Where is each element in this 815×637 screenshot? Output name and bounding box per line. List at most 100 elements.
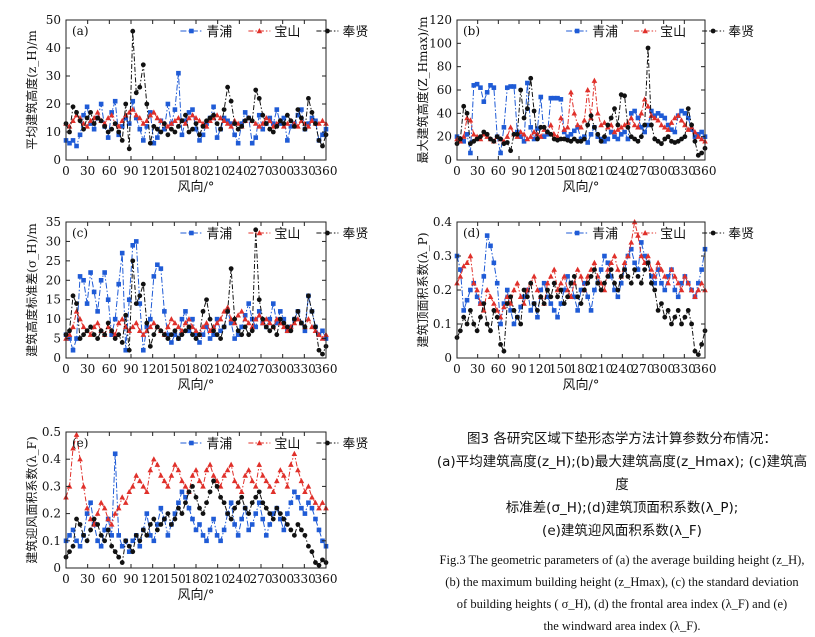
data-point-c-2-37 bbox=[193, 336, 199, 341]
data-point-d-0-45 bbox=[605, 260, 611, 266]
data-point-e-2-28 bbox=[161, 516, 167, 522]
data-point-e-0-52 bbox=[246, 527, 252, 533]
data-point-e-2-29 bbox=[165, 511, 171, 516]
data-point-c-0-33 bbox=[179, 316, 185, 322]
data-point-e-0-57 bbox=[263, 533, 269, 538]
legend-label-c-0: 青浦 bbox=[206, 227, 232, 242]
data-point-b-0-52 bbox=[628, 111, 634, 116]
data-point-d-2-21 bbox=[524, 294, 530, 300]
data-point-e-0-72 bbox=[316, 527, 322, 533]
data-point-b-2-40 bbox=[588, 113, 594, 119]
data-point-c-1-51 bbox=[242, 316, 248, 322]
data-point-d-2-13 bbox=[498, 342, 503, 347]
data-point-e-1-19 bbox=[129, 483, 136, 489]
data-point-b-1-67 bbox=[678, 117, 685, 123]
data-point-b-1-31 bbox=[558, 115, 564, 121]
data-point-d-2-6 bbox=[474, 328, 480, 334]
data-point-e-2-38 bbox=[197, 505, 202, 511]
data-point-b-1-65 bbox=[672, 115, 678, 121]
data-point-a-1-38 bbox=[196, 117, 203, 123]
data-point-d-2-51 bbox=[625, 274, 631, 279]
data-point-b-2-44 bbox=[602, 134, 607, 140]
data-point-d-2-18 bbox=[514, 314, 520, 320]
data-point-b-0-8 bbox=[481, 99, 487, 104]
data-point-b-0-63 bbox=[665, 122, 671, 128]
data-point-b-2-1 bbox=[457, 136, 463, 142]
data-point-e-1-73 bbox=[319, 499, 326, 505]
data-point-c-2-60 bbox=[274, 332, 280, 338]
data-point-b-0-11 bbox=[491, 85, 497, 90]
data-point-d-2-4 bbox=[468, 308, 473, 313]
data-point-a-2-19 bbox=[130, 28, 136, 34]
data-point-c-0-6 bbox=[84, 301, 90, 306]
data-point-e-1-56 bbox=[259, 472, 266, 478]
data-point-c-1-2 bbox=[70, 323, 76, 330]
data-point-c-0-30 bbox=[169, 340, 174, 345]
data-point-a-2-13 bbox=[109, 126, 115, 132]
x-tick-label-a-5: 150 bbox=[163, 164, 186, 178]
data-point-c-0-26 bbox=[155, 262, 160, 268]
data-point-c-0-61 bbox=[278, 309, 283, 314]
caption-en-line1: Fig.3 The geometric parameters of (a) th… bbox=[439, 553, 805, 567]
x-tick-label-d-8: 240 bbox=[611, 362, 634, 376]
data-point-d-1-46 bbox=[608, 259, 614, 265]
data-point-c-2-36 bbox=[190, 332, 195, 338]
legend-marker-a-1 bbox=[256, 28, 263, 34]
data-point-d-0-65 bbox=[672, 287, 678, 293]
data-point-b-0-4 bbox=[468, 150, 473, 156]
data-point-e-2-52 bbox=[246, 511, 252, 516]
data-point-e-1-26 bbox=[154, 461, 161, 467]
data-point-e-0-37 bbox=[193, 527, 199, 533]
data-point-d-1-36 bbox=[574, 266, 581, 272]
legend-marker-b-0 bbox=[574, 28, 580, 34]
data-point-c-2-31 bbox=[172, 328, 178, 334]
data-point-d-2-23 bbox=[531, 301, 537, 306]
data-point-b-1-54 bbox=[635, 124, 641, 130]
data-point-d-0-41 bbox=[592, 287, 597, 293]
data-point-b-0-44 bbox=[602, 139, 607, 144]
data-point-e-2-42 bbox=[211, 478, 216, 484]
data-point-b-0-24 bbox=[535, 126, 540, 131]
data-point-b-2-36 bbox=[575, 138, 581, 144]
data-point-d-1-62 bbox=[661, 273, 668, 279]
data-point-a-1-19 bbox=[129, 106, 136, 112]
data-point-a-2-30 bbox=[169, 126, 174, 132]
data-point-b-1-72 bbox=[695, 133, 702, 139]
data-point-d-1-70 bbox=[688, 287, 695, 293]
y-tick-label-e-0: 0 bbox=[53, 561, 61, 575]
data-point-a-0-32 bbox=[176, 70, 181, 76]
legend-marker-d-2 bbox=[710, 230, 716, 236]
data-point-c-1-49 bbox=[235, 312, 241, 318]
data-point-d-1-59 bbox=[651, 273, 658, 279]
data-point-e-0-25 bbox=[151, 538, 157, 544]
data-point-b-1-36 bbox=[574, 122, 581, 128]
data-point-e-1-28 bbox=[161, 477, 168, 484]
data-point-a-2-5 bbox=[81, 126, 86, 132]
data-point-d-0-48 bbox=[615, 294, 621, 300]
data-point-e-0-69 bbox=[306, 500, 311, 506]
data-point-d-0-13 bbox=[498, 321, 503, 327]
y-tick-label-c-3: 15 bbox=[46, 293, 61, 307]
caption-en-line4: the windward area index (λ_F). bbox=[543, 619, 701, 633]
data-point-b-0-53 bbox=[632, 108, 637, 114]
data-point-e-1-41 bbox=[207, 461, 213, 467]
data-point-a-2-54 bbox=[253, 87, 259, 93]
x-tick-label-b-9: 270 bbox=[632, 164, 655, 178]
data-point-b-0-71 bbox=[692, 134, 698, 139]
data-point-a-2-69 bbox=[306, 96, 311, 101]
data-point-e-1-14 bbox=[112, 510, 118, 516]
data-point-d-1-18 bbox=[514, 280, 521, 286]
x-tick-label-b-8: 240 bbox=[611, 164, 634, 178]
data-point-e-0-39 bbox=[200, 533, 206, 538]
data-point-b-2-20 bbox=[521, 115, 527, 121]
data-point-e-0-40 bbox=[204, 538, 209, 544]
series-b-0 bbox=[454, 80, 708, 156]
data-point-a-1-26 bbox=[154, 115, 161, 121]
data-point-e-2-66 bbox=[295, 522, 301, 527]
data-point-a-2-22 bbox=[140, 62, 146, 68]
legend-marker-b-2 bbox=[710, 28, 716, 34]
data-point-b-1-23 bbox=[531, 129, 537, 135]
data-point-c-2-28 bbox=[161, 332, 167, 338]
data-point-a-2-12 bbox=[105, 129, 111, 135]
data-point-e-2-13 bbox=[109, 543, 115, 549]
